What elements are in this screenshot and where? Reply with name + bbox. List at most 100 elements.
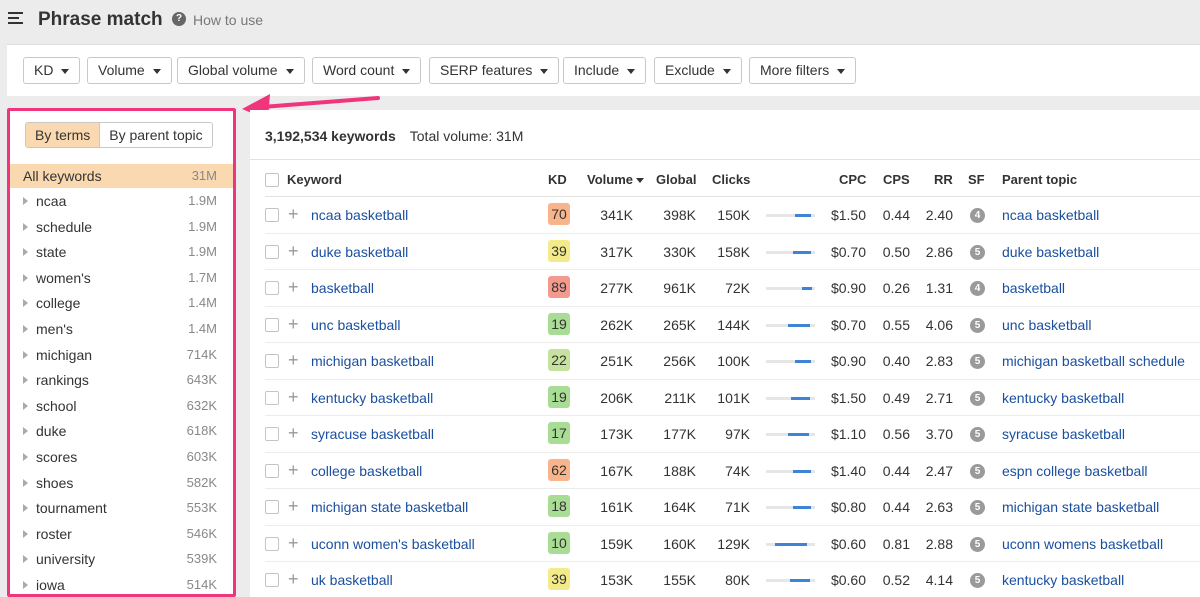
add-to-list-icon[interactable]: +	[288, 313, 299, 334]
filter-volume-button[interactable]: Volume	[87, 57, 172, 84]
row-checkbox[interactable]	[265, 354, 279, 368]
row-checkbox[interactable]	[265, 244, 279, 259]
parent-topic-link[interactable]: kentucky basketball	[1002, 572, 1125, 588]
column-kd[interactable]: KD	[548, 172, 567, 187]
sidebar-item-state[interactable]: state 1.9M	[10, 240, 233, 264]
column-global[interactable]: Global	[656, 172, 697, 187]
column-keyword[interactable]: Keyword	[287, 172, 342, 187]
keyword-link[interactable]: syracuse basketball	[311, 426, 434, 442]
sidebar-item-iowa[interactable]: iowa 514K	[10, 573, 233, 597]
sidebar-item-duke[interactable]: duke 618K	[10, 419, 233, 443]
add-to-list-icon[interactable]: +	[288, 277, 299, 297]
parent-topic-link[interactable]: michigan state basketball	[1002, 499, 1160, 515]
parent-topic-link[interactable]: michigan basketball schedule	[1002, 353, 1185, 369]
filter-serp-features-button[interactable]: SERP features	[429, 57, 560, 84]
serp-features-badge[interactable]: 5	[970, 354, 985, 369]
keyword-link[interactable]: ncaa basketball	[311, 207, 409, 223]
parent-topic-link[interactable]: espn college basketball	[1002, 462, 1148, 479]
serp-features-badge[interactable]: 5	[970, 317, 985, 333]
serp-features-badge[interactable]: 5	[970, 390, 985, 406]
add-to-list-icon[interactable]: +	[288, 350, 299, 370]
row-checkbox[interactable]	[265, 427, 279, 441]
row-checkbox[interactable]	[265, 208, 279, 222]
filter-kd-button[interactable]: KD	[23, 57, 81, 84]
keyword-link[interactable]: unc basketball	[311, 316, 401, 333]
serp-features-badge[interactable]: 4	[970, 208, 985, 223]
sidebar-item-ncaa[interactable]: ncaa 1.9M	[10, 189, 233, 213]
add-to-list-icon[interactable]: +	[288, 459, 299, 480]
sidebar-item-rankings[interactable]: rankings 643K	[10, 368, 233, 392]
column-cpc[interactable]: CPC	[839, 172, 867, 187]
add-to-list-icon[interactable]: +	[288, 423, 299, 443]
sidebar-item-school[interactable]: school 632K	[10, 394, 233, 418]
parent-topic-link[interactable]: syracuse basketball	[1002, 426, 1125, 442]
keyword-link[interactable]: duke basketball	[311, 243, 409, 260]
parent-topic-link[interactable]: unc basketball	[1002, 316, 1092, 333]
serp-features-badge[interactable]: 5	[970, 536, 985, 552]
rr-value: 2.83	[925, 353, 953, 369]
column-rr[interactable]: RR	[934, 172, 953, 187]
by-parent-topic-button[interactable]: By parent topic	[109, 127, 203, 143]
add-to-list-icon[interactable]: +	[288, 386, 299, 407]
sidebar-item-university[interactable]: university 539K	[10, 547, 233, 571]
row-checkbox[interactable]	[265, 573, 279, 587]
column-sf[interactable]: SF	[968, 172, 985, 187]
filter-more-filters-button[interactable]: More filters	[749, 57, 857, 84]
row-checkbox[interactable]	[265, 463, 279, 478]
filter-global-volume-button[interactable]: Global volume	[177, 57, 305, 84]
sidebar-item-label: tournament	[36, 500, 107, 517]
sidebar-item-michigan[interactable]: michigan 714K	[10, 343, 233, 367]
row-checkbox[interactable]	[265, 390, 279, 405]
parent-topic-link[interactable]: uconn womens basketball	[1002, 535, 1164, 552]
serp-features-badge[interactable]: 5	[970, 463, 985, 479]
view-toggle: By terms By parent topic	[25, 122, 213, 148]
sidebar-item-roster[interactable]: roster 546K	[10, 522, 233, 546]
add-to-list-icon[interactable]: +	[288, 569, 299, 589]
serp-features-badge[interactable]: 5	[970, 573, 985, 588]
parent-topic-link[interactable]: basketball	[1002, 280, 1066, 296]
keyword-link[interactable]: michigan state basketball	[311, 499, 469, 515]
keyword-link[interactable]: uk basketball	[311, 572, 393, 588]
sidebar-item-schedule[interactable]: schedule 1.9M	[10, 215, 233, 239]
filter-exclude-button[interactable]: Exclude	[654, 57, 742, 84]
filter-word-count-button[interactable]: Word count	[312, 57, 422, 84]
column-cps[interactable]: CPS	[883, 172, 910, 187]
row-checkbox[interactable]	[265, 500, 279, 514]
column-volume[interactable]: Volume	[587, 172, 644, 187]
by-terms-button[interactable]: By terms	[26, 123, 101, 147]
keyword-link[interactable]: kentucky basketball	[311, 389, 434, 406]
serp-features-badge[interactable]: 5	[970, 500, 985, 515]
keyword-link[interactable]: michigan basketball	[311, 353, 434, 369]
row-checkbox[interactable]	[265, 317, 279, 332]
parent-topic-link[interactable]: kentucky basketball	[1002, 389, 1125, 406]
row-checkbox[interactable]	[265, 536, 279, 551]
serp-features-badge[interactable]: 4	[970, 281, 985, 296]
serp-features-badge[interactable]: 5	[970, 244, 985, 260]
sidebar-item-scores[interactable]: scores 603K	[10, 445, 233, 469]
sidebar-item-college[interactable]: college 1.4M	[10, 291, 233, 315]
serp-features-badge[interactable]: 5	[970, 427, 985, 442]
add-to-list-icon[interactable]: +	[288, 496, 299, 516]
column-parent-topic[interactable]: Parent topic	[1002, 172, 1078, 187]
sidebar-item-men-s[interactable]: men's 1.4M	[10, 317, 233, 341]
select-all-checkbox[interactable]	[265, 173, 279, 187]
parent-topic-link[interactable]: ncaa basketball	[1002, 207, 1100, 223]
add-to-list-icon[interactable]: +	[288, 204, 299, 224]
keyword-link[interactable]: uconn women's basketball	[311, 535, 475, 552]
help-icon[interactable]: ?	[172, 12, 186, 26]
keyword-link[interactable]: basketball	[311, 280, 375, 296]
sidebar-item-shoes[interactable]: shoes 582K	[10, 471, 233, 495]
sidebar-item-women-s[interactable]: women's 1.7M	[10, 266, 233, 290]
volume-value: 206K	[600, 389, 633, 406]
keyword-link[interactable]: college basketball	[311, 462, 423, 479]
parent-topic-link[interactable]: duke basketball	[1002, 243, 1100, 260]
how-to-use-link[interactable]: How to use	[193, 12, 264, 28]
add-to-list-icon[interactable]: +	[288, 532, 299, 553]
sidebar-item-tournament[interactable]: tournament 553K	[10, 496, 233, 520]
row-checkbox[interactable]	[265, 281, 279, 295]
sidebar-item-all-keywords[interactable]: All keywords 31M	[10, 164, 233, 188]
column-clicks[interactable]: Clicks	[712, 172, 751, 187]
menu-icon[interactable]	[8, 12, 23, 24]
add-to-list-icon[interactable]: +	[288, 240, 299, 261]
filter-include-button[interactable]: Include	[563, 57, 647, 84]
